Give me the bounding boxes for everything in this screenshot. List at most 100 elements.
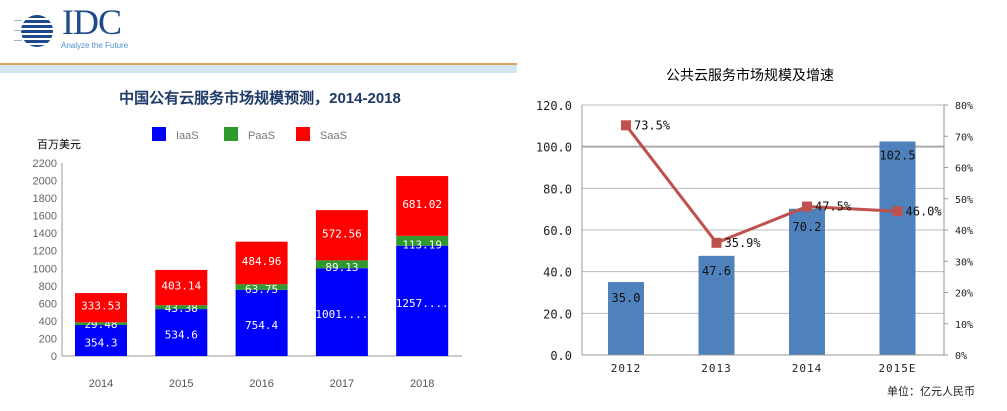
y-tick-label: 0.0 bbox=[550, 349, 572, 363]
y-tick-label: 40.0 bbox=[543, 266, 572, 280]
y-tick-label: 800 bbox=[39, 281, 57, 293]
x-tick-label: 2013 bbox=[701, 362, 732, 375]
legend-label-iaas: IaaS bbox=[176, 130, 199, 142]
y-tick-label: 20.0 bbox=[543, 307, 572, 321]
data-label: 484.96 bbox=[242, 255, 282, 268]
bar-iaas-2014 bbox=[75, 324, 127, 356]
y-tick-label: 100.0 bbox=[536, 141, 572, 155]
growth-label: 35.9% bbox=[725, 236, 762, 250]
data-label: 534.6 bbox=[165, 329, 198, 342]
y-tick-label: 120.0 bbox=[536, 99, 572, 113]
bar-iaas-2017 bbox=[315, 268, 368, 356]
x-tick-label: 2017 bbox=[330, 378, 354, 390]
bar-paas-2017 bbox=[315, 260, 368, 269]
header-rule bbox=[0, 63, 517, 65]
x-tick-label: 2012 bbox=[611, 362, 642, 375]
x-tick-label: 2016 bbox=[249, 378, 273, 390]
y-tick-label: 1000 bbox=[33, 263, 57, 275]
bar-saas-2017 bbox=[315, 210, 368, 261]
data-label: 403.14 bbox=[161, 280, 201, 293]
data-label: 70.2 bbox=[793, 220, 822, 234]
data-label: 63.75 bbox=[245, 283, 278, 296]
y2-tick-label: 50% bbox=[955, 195, 973, 206]
data-label: 754.4 bbox=[245, 319, 278, 332]
growth-marker bbox=[621, 120, 631, 131]
idc-globe-icon bbox=[14, 15, 53, 47]
y2-tick-label: 20% bbox=[955, 289, 973, 300]
x-tick-label: 2015 bbox=[169, 378, 193, 390]
bar-iaas-2018 bbox=[396, 245, 449, 356]
y-tick-label: 400 bbox=[39, 316, 57, 328]
x-tick-label: 2018 bbox=[410, 378, 434, 390]
bar-paas-2014 bbox=[75, 322, 127, 325]
bar-paas-2015 bbox=[155, 305, 208, 310]
idc-logo bbox=[14, 10, 60, 52]
x-tick-label: 2015E bbox=[878, 362, 916, 375]
y-tick-label: 80.0 bbox=[543, 182, 572, 196]
y-tick-label: 2200 bbox=[33, 158, 57, 170]
legend-label-paas: PaaS bbox=[248, 130, 275, 142]
bar-2014 bbox=[789, 208, 825, 355]
growth-marker bbox=[892, 206, 903, 217]
y-tick-label: 1600 bbox=[33, 211, 57, 223]
y-tick-label: 60.0 bbox=[543, 224, 572, 238]
data-label: 113.19 bbox=[402, 239, 442, 252]
y-tick-label: 200 bbox=[39, 333, 57, 345]
header-band bbox=[0, 65, 517, 73]
bar-2015E bbox=[879, 141, 916, 355]
logo-brand: IDC bbox=[62, 2, 122, 42]
bar-iaas-2016 bbox=[235, 289, 288, 356]
data-label: 1257.... bbox=[396, 297, 449, 310]
y-tick-label: 1200 bbox=[33, 246, 57, 258]
chart-title: 中国公有云服务市场规模预测，2014-2018 bbox=[119, 89, 401, 107]
bar-saas-2016 bbox=[235, 241, 288, 285]
bar-saas-2014 bbox=[75, 293, 127, 323]
growth-marker bbox=[802, 201, 812, 212]
y2-tick-label: 40% bbox=[955, 226, 973, 237]
y-tick-label: 2000 bbox=[33, 176, 57, 188]
unit-label: 单位：亿元人民币 bbox=[887, 384, 975, 398]
y2-tick-label: 80% bbox=[955, 101, 973, 112]
data-label: 35.0 bbox=[612, 291, 641, 305]
growth-line bbox=[624, 124, 898, 245]
growth-label: 73.5% bbox=[634, 118, 671, 132]
y2-tick-label: 70% bbox=[955, 132, 973, 143]
bar-paas-2016 bbox=[235, 284, 288, 290]
growth-label: 46.0% bbox=[906, 204, 943, 218]
growth-label: 47.5% bbox=[815, 200, 852, 214]
growth-marker bbox=[711, 237, 722, 248]
data-label: 354.3 bbox=[84, 336, 117, 349]
bar-saas-2015 bbox=[155, 269, 208, 306]
y-tick-label: 1400 bbox=[33, 228, 57, 240]
y2-tick-label: 0% bbox=[955, 351, 967, 362]
y2-tick-label: 60% bbox=[955, 164, 973, 175]
y-tick-label: 0 bbox=[51, 351, 57, 363]
legend-swatch-saas bbox=[296, 127, 310, 141]
x-tick-label: 2014 bbox=[792, 362, 823, 375]
logo-tagline: Analyze the Future bbox=[61, 41, 129, 50]
x-tick-label: 2014 bbox=[89, 378, 113, 390]
data-label: 89.13 bbox=[325, 261, 358, 274]
y2-tick-label: 30% bbox=[955, 257, 973, 268]
bar-iaas-2015 bbox=[155, 309, 208, 356]
y-axis-label: 百万美元 bbox=[37, 138, 81, 151]
bar-2012 bbox=[608, 282, 644, 355]
data-label: 333.53 bbox=[81, 300, 121, 313]
bar-2013 bbox=[698, 255, 735, 355]
y-tick-label: 600 bbox=[39, 298, 57, 310]
data-label: 47.6 bbox=[702, 264, 731, 278]
data-label: 1001.... bbox=[315, 308, 368, 321]
bar-paas-2018 bbox=[396, 235, 449, 246]
data-label: 572.56 bbox=[322, 227, 362, 240]
legend-swatch-iaas bbox=[152, 127, 166, 141]
bar-saas-2018 bbox=[396, 176, 449, 236]
data-label: 43.38 bbox=[165, 302, 198, 315]
legend-swatch-paas bbox=[224, 127, 238, 141]
legend-label-saas: SaaS bbox=[320, 130, 347, 142]
y-tick-label: 1800 bbox=[33, 193, 57, 205]
y2-tick-label: 10% bbox=[955, 320, 973, 331]
data-label: 102.5 bbox=[879, 148, 915, 162]
chart-title: 公共云服务市场规模及增速 bbox=[666, 67, 834, 83]
data-label: 681.02 bbox=[402, 198, 442, 211]
